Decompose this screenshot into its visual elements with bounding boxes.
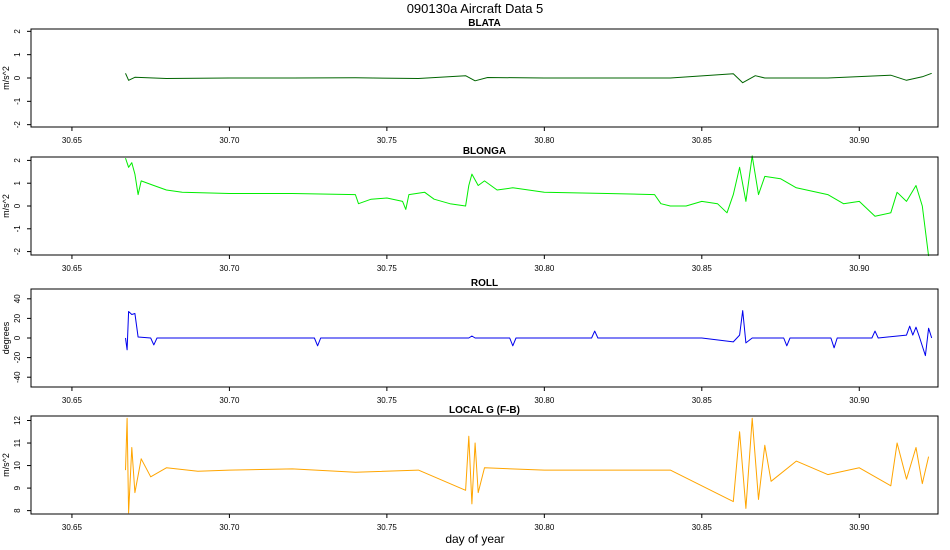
x-tick-label: 30.65 <box>62 523 83 532</box>
y-tick-label: 1 <box>13 52 22 57</box>
panel-title: BLONGA <box>463 146 506 157</box>
figure-title: 090130a Aircraft Data 5 <box>407 1 544 16</box>
x-tick-label: 30.75 <box>377 396 398 405</box>
y-tick-label: 9 <box>13 485 22 490</box>
x-tick-label: 30.70 <box>219 264 240 273</box>
x-tick-label: 30.90 <box>849 264 870 273</box>
plot-frame <box>30 28 939 128</box>
x-tick-label: 30.65 <box>62 264 83 273</box>
plot-frame <box>30 415 939 515</box>
x-tick-label: 30.70 <box>219 523 240 532</box>
plot-frame <box>30 156 939 256</box>
y-tick-label: 20 <box>13 313 22 322</box>
figure-xlabel: day of year <box>445 532 504 546</box>
panel-title: BLATA <box>468 18 500 29</box>
x-tick-label: 30.65 <box>62 136 83 145</box>
y-tick-label: -1 <box>13 97 22 105</box>
y-tick-label: 40 <box>13 294 22 303</box>
x-tick-label: 30.85 <box>692 523 713 532</box>
y-tick-label: -2 <box>13 247 22 255</box>
x-tick-label: 30.80 <box>534 396 555 405</box>
x-tick-label: 30.75 <box>377 523 398 532</box>
x-tick-label: 30.80 <box>534 264 555 273</box>
y-tick-label: 1 <box>13 180 22 185</box>
y-tick-label: 0 <box>13 203 22 208</box>
series-line <box>125 72 932 84</box>
panel-title: LOCAL G (F-B) <box>449 405 520 416</box>
y-axis-label: m/s^2 <box>1 194 11 218</box>
plot-frame <box>30 288 939 388</box>
y-tick-label: 0 <box>13 75 22 80</box>
y-tick-label: 8 <box>13 508 22 513</box>
y-tick-label: -40 <box>13 371 22 383</box>
series-line <box>125 155 930 257</box>
y-tick-label: 2 <box>13 29 22 34</box>
x-tick-label: 30.85 <box>692 264 713 273</box>
panel-1: BLONGA m/s^2 -2 -1 0 1 2 30.65 30.70 30.75 30.80 30… <box>1 146 939 273</box>
x-tick-label: 30.85 <box>692 396 713 405</box>
y-tick-label: 10 <box>13 461 22 470</box>
x-tick-label: 30.90 <box>849 136 870 145</box>
y-tick-label: -2 <box>13 121 22 129</box>
y-tick-label: 2 <box>13 158 22 163</box>
y-tick-label: 11 <box>13 438 22 447</box>
x-tick-label: 30.65 <box>62 396 83 405</box>
series-line <box>125 417 930 514</box>
x-tick-label: 30.70 <box>219 136 240 145</box>
x-tick-label: 30.75 <box>377 136 398 145</box>
x-tick-label: 30.80 <box>534 136 555 145</box>
x-tick-label: 30.80 <box>534 523 555 532</box>
panel-2: ROLL degrees -40 -20 0 20 40 30.65 30.70 30.75 30.… <box>1 278 939 405</box>
x-tick-label: 30.75 <box>377 264 398 273</box>
y-axis-label: m/s^2 <box>1 66 11 90</box>
y-tick-label: 0 <box>13 335 22 340</box>
x-tick-label: 30.70 <box>219 396 240 405</box>
y-tick-label: -1 <box>13 225 22 233</box>
y-axis-label: m/s^2 <box>1 453 11 477</box>
x-tick-label: 30.90 <box>849 523 870 532</box>
y-axis-label: degrees <box>1 321 11 354</box>
x-tick-label: 30.90 <box>849 396 870 405</box>
panel-title: ROLL <box>471 278 498 289</box>
y-tick-label: -20 <box>13 351 22 363</box>
y-tick-label: 12 <box>13 416 22 425</box>
panel-3: LOCAL G (F-B) m/s^2 8 9 10 11 12 30.65 30.70 30.7… <box>1 405 939 532</box>
panel-0: BLATA m/s^2 -2 -1 0 1 2 30.65 30.70 30.75 30.80 30.… <box>1 18 939 145</box>
x-tick-label: 30.85 <box>692 136 713 145</box>
series-line <box>125 310 933 357</box>
